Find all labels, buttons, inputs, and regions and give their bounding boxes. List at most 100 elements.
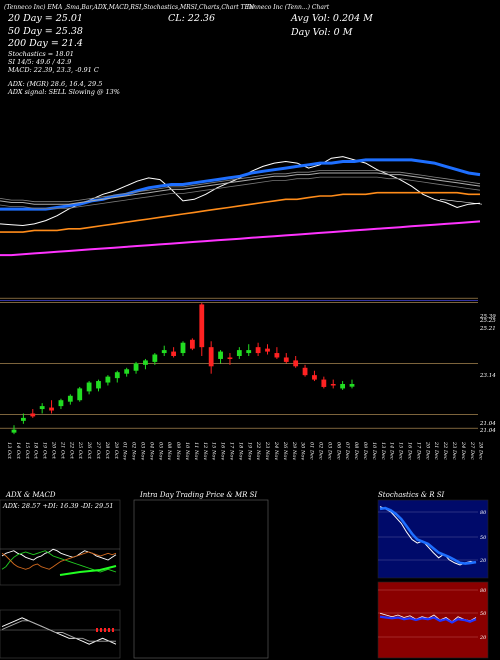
date-tick-label: 16 Nov xyxy=(220,442,226,460)
candle-body xyxy=(77,388,83,401)
adx-label: ADX: (MGR) 28.6, 16.4, 29.5 xyxy=(8,80,103,88)
adx-frame xyxy=(0,499,121,586)
candle-body xyxy=(86,382,92,392)
rsi-smoothed-line xyxy=(379,615,477,624)
date-tick-label: 26 Oct xyxy=(86,441,92,460)
date-tick-label: 18 Oct xyxy=(33,442,39,460)
candle-body xyxy=(189,339,195,349)
date-tick-label: 11 Nov xyxy=(193,442,199,460)
date-tick-label: 15 Nov xyxy=(211,442,217,460)
candle-body xyxy=(208,347,214,367)
candle-body xyxy=(143,360,148,365)
date-tick-label: 20 Oct xyxy=(51,441,57,460)
ma-band-upper xyxy=(0,170,481,203)
candle-body xyxy=(236,350,242,356)
stoch-tick-label: 20 xyxy=(479,558,487,564)
ma-band-lower xyxy=(0,176,481,209)
si-label: SI 14/5: 49.6 / 42.9 xyxy=(8,58,72,66)
rsi-tick-label: 50 xyxy=(480,611,487,617)
day-volume-label: Day Vol: 0 M xyxy=(291,27,353,38)
stoch-tick-label: 80 xyxy=(480,510,487,516)
price-level-label: 21.04 xyxy=(479,421,496,427)
candle-body xyxy=(293,360,299,367)
candle-body xyxy=(11,429,17,433)
stoch-tick-label: 50 xyxy=(480,535,487,541)
date-tick-label: 14 Oct xyxy=(15,442,21,460)
candle-body xyxy=(39,406,45,410)
candle-body xyxy=(67,395,73,402)
rsi-tick-label: 20 xyxy=(479,635,487,641)
adx-macd-panel xyxy=(0,499,121,659)
macd-line xyxy=(1,617,117,645)
date-tick-label: 21 Dec xyxy=(433,441,439,460)
price-level-label: 21.04 xyxy=(479,428,496,434)
date-tick-label: 08 Dec xyxy=(353,442,359,460)
ema50-label: 50 Day = 25.38 xyxy=(8,26,83,37)
price-level-label: 25.25 xyxy=(479,318,496,324)
date-tick-label: 09 Nov xyxy=(175,442,181,460)
date-tick-label: 27 Dec xyxy=(469,441,475,460)
intraday-panel xyxy=(133,499,269,659)
date-tick-label: 10 Nov xyxy=(184,442,190,460)
macd-label: MACD: 22.39, 23.3, -0.91 C xyxy=(8,66,99,74)
adx-line-adx xyxy=(1,548,117,561)
date-tick-label: 02 Dec xyxy=(318,442,324,460)
stochastics-label: Stochastics = 18.01 xyxy=(8,50,74,58)
ma-line-20-day xyxy=(0,158,481,211)
candle-body xyxy=(114,372,120,379)
date-tick-label: 22 Dec xyxy=(442,441,448,460)
candle-body xyxy=(124,369,130,374)
date-tick-label: 10 Dec xyxy=(371,442,377,460)
candle-body xyxy=(199,304,205,348)
candle-body xyxy=(218,351,223,359)
macd-signal-line xyxy=(1,620,116,642)
intraday-frame xyxy=(133,499,269,659)
candle-body xyxy=(283,357,289,362)
date-tick-label: 06 Dec xyxy=(335,442,341,460)
date-tick-label: 30 Nov xyxy=(300,442,306,460)
candle-body xyxy=(180,342,186,354)
date-tick-label: 17 Dec xyxy=(415,442,421,460)
macd-histogram-bar xyxy=(96,628,98,632)
candle-body xyxy=(96,381,101,389)
candle-body xyxy=(105,376,111,383)
rsi-tick-label: 80 xyxy=(480,588,487,594)
stochastics-title: Stochastics & R SI xyxy=(378,491,445,499)
ma-line-bollinger xyxy=(0,220,481,257)
date-tick-label: 02 Nov xyxy=(131,442,137,460)
date-tick-label: 19 Oct xyxy=(42,442,48,460)
close-price-label: CL: 22.36 xyxy=(168,13,215,24)
date-tick-label: 16 Dec xyxy=(407,442,413,460)
ema20-label: 20 Day = 25.01 xyxy=(8,13,83,24)
date-tick-label: 03 Nov xyxy=(140,442,146,460)
stochastics-line--k xyxy=(379,506,477,566)
date-tick-label: 23 Nov xyxy=(264,441,270,460)
macd-histogram-bar xyxy=(108,628,110,632)
date-tick-label: 24 Nov xyxy=(273,441,279,460)
date-tick-label: 25 Oct xyxy=(77,441,83,460)
date-tick-label: 07 Dec xyxy=(344,442,350,460)
avg-volume-label: Avg Vol: 0.204 M xyxy=(291,13,373,24)
ma-line-200-day xyxy=(0,191,480,233)
ma-price-trail xyxy=(439,199,483,205)
chart-header-left: (Tenneco Inc) EMA ,Sma,Bar,ADX,MACD,RSI,… xyxy=(4,4,255,11)
date-tick-label: 17 Nov xyxy=(229,442,235,460)
date-tick-label: 29 Oct xyxy=(113,441,119,460)
date-tick-label: 26 Nov xyxy=(282,441,288,460)
candle-body xyxy=(265,348,270,352)
date-tick-label: 05 Nov xyxy=(157,442,163,460)
candle-body xyxy=(255,347,261,354)
candle-body xyxy=(227,357,233,359)
price-level-label: 23.14 xyxy=(479,373,496,379)
date-tick-label: 13 Dec xyxy=(380,442,386,460)
adx-green-trend xyxy=(59,565,117,576)
date-tick-label: 20 Dec xyxy=(424,441,430,460)
date-axis: 13 Oct 14 Oct 15 Oct 18 Oct 19 Oct 20 Oct 21 O… xyxy=(6,441,484,460)
candle-body xyxy=(274,353,280,358)
intraday-title: Intra Day Trading Price & MR SI xyxy=(140,491,258,499)
candle-body xyxy=(349,384,355,387)
price-level-label: 25.39 xyxy=(479,314,496,320)
ma-line-50-day xyxy=(0,172,481,205)
candle-body xyxy=(30,413,36,417)
date-tick-label: 29 Nov xyxy=(291,441,297,460)
